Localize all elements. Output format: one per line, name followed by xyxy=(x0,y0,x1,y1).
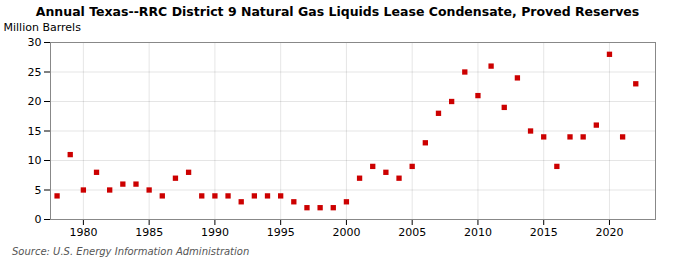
svg-text:2010: 2010 xyxy=(464,226,492,239)
html-text:Source: U.S. Energy Informatio: Source: U.S. Energy Information Administ… xyxy=(12,246,250,257)
svg-text:20: 20 xyxy=(28,95,42,108)
svg-text:1995: 1995 xyxy=(267,226,295,239)
svg-text:2000: 2000 xyxy=(332,226,360,239)
svg-text:15: 15 xyxy=(28,125,42,138)
svg-text:1990: 1990 xyxy=(201,226,229,239)
svg-text:Million Barrels: Million Barrels xyxy=(4,21,82,34)
svg-text:10: 10 xyxy=(28,154,42,167)
svg-text:2015: 2015 xyxy=(530,226,558,239)
svg-text:30: 30 xyxy=(28,36,42,49)
svg-text:0: 0 xyxy=(35,213,42,226)
svg-text:25: 25 xyxy=(28,66,42,79)
svg-text:2005: 2005 xyxy=(398,226,426,239)
svg-text:5: 5 xyxy=(35,184,42,197)
svg-text:1985: 1985 xyxy=(135,226,163,239)
svg-text:2020: 2020 xyxy=(595,226,623,239)
svg-text:1980: 1980 xyxy=(69,226,97,239)
html-text:Annual Texas--RRC District 9 N: Annual Texas--RRC District 9 Natural Gas… xyxy=(35,4,640,19)
